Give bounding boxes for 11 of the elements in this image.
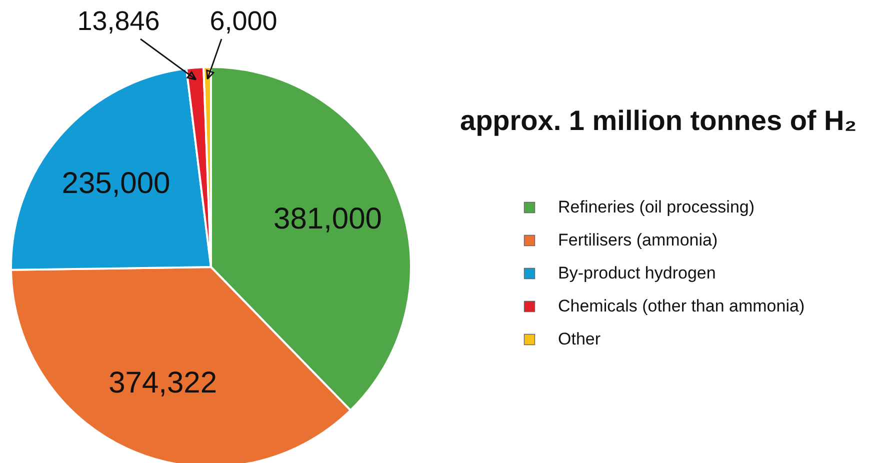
data-label: 13,846 <box>77 6 160 36</box>
data-label: 6,000 <box>210 6 278 36</box>
data-label: 374,322 <box>108 366 218 400</box>
legend-label: Chemicals (other than ammonia) <box>558 296 805 316</box>
legend-label: By-product hydrogen <box>558 264 716 282</box>
legend-label: Other <box>558 330 601 348</box>
text: approx. 1 million tonnes of H₂ <box>460 105 857 136</box>
data-label: 381,000 <box>274 202 382 236</box>
data-label: 235,000 <box>62 167 170 200</box>
legend-label: Refineries (oil processing) <box>558 198 755 216</box>
legend-label: Fertilisers (ammonia) <box>558 230 718 250</box>
